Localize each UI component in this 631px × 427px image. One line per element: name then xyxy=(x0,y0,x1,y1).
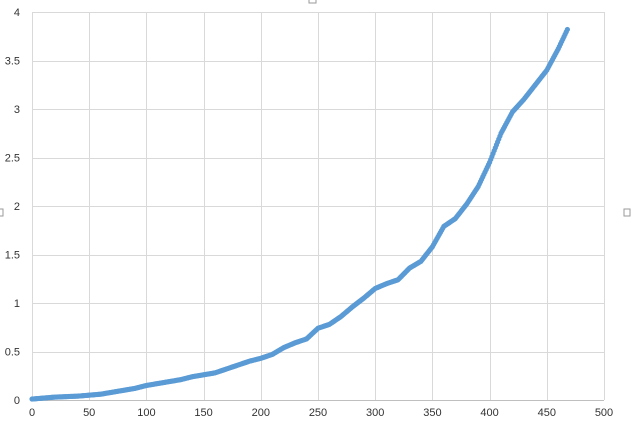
resize-handle-left[interactable] xyxy=(0,208,4,217)
data-points xyxy=(29,26,570,402)
y-tick-label: 0 xyxy=(14,395,20,407)
x-tick-label: 100 xyxy=(137,407,155,419)
x-tick-label: 350 xyxy=(423,407,441,419)
x-axis-tick-labels: 0 50 100 150 200 250 300 350 400 450 500 xyxy=(29,407,613,419)
y-tick-label: 1.5 xyxy=(5,250,20,262)
x-tick-label: 0 xyxy=(29,407,35,419)
data-point xyxy=(564,26,570,33)
y-tick-label: 2.5 xyxy=(5,153,20,165)
y-tick-label: 1 xyxy=(14,298,20,310)
y-tick-label: 4 xyxy=(14,7,20,19)
x-tick-label: 400 xyxy=(480,407,498,419)
resize-handle-top[interactable] xyxy=(308,0,317,4)
y-tick-label: 3 xyxy=(14,104,20,116)
y-tick-label: 0.5 xyxy=(5,347,20,359)
resize-handle-right[interactable] xyxy=(623,208,631,217)
y-tick-label: 2 xyxy=(14,201,20,213)
x-tick-label: 50 xyxy=(83,407,95,419)
chart-frame-handles[interactable] xyxy=(0,0,631,217)
y-tick-label: 3.5 xyxy=(5,56,20,68)
x-tick-label: 500 xyxy=(595,407,613,419)
x-tick-label: 250 xyxy=(309,407,327,419)
x-tick-label: 200 xyxy=(252,407,270,419)
x-tick-label: 300 xyxy=(366,407,384,419)
grid xyxy=(32,12,605,401)
x-tick-label: 150 xyxy=(194,407,212,419)
x-tick-label: 450 xyxy=(538,407,556,419)
y-axis-tick-labels: 0 0.5 1 1.5 2 2.5 3 3.5 4 xyxy=(5,7,20,407)
